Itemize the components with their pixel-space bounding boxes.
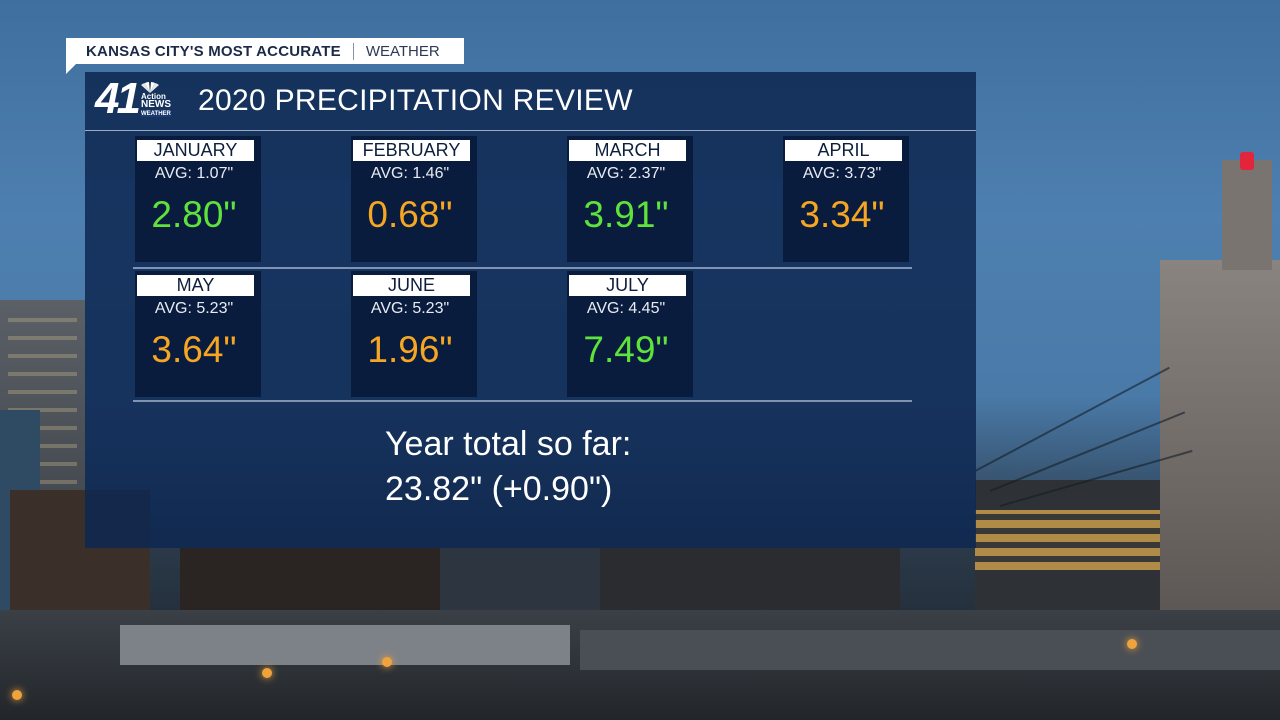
row-divider <box>133 267 912 269</box>
month-label: MARCH <box>569 140 686 161</box>
month-total: 2.80" <box>151 194 237 235</box>
month-average: AVG: 1.07" <box>154 165 234 182</box>
station-slogan: KANSAS CITY'S MOST ACCURATE <box>86 42 341 60</box>
precipitation-panel: 41 Action NEWS WEATHER 2020 PRECIPITATION… <box>85 72 976 548</box>
month-total: 1.96" <box>367 329 453 370</box>
row-divider <box>133 400 912 402</box>
tag-divider <box>352 42 354 60</box>
month-total: 7.49" <box>583 329 669 370</box>
month-card-january: JANUARY AVG: 1.07" 2.80" <box>135 136 261 262</box>
month-card-may: MAY AVG: 5.23" 3.64" <box>135 271 261 397</box>
tag-notch <box>66 64 76 74</box>
month-card-february: FEBRUARY AVG: 1.46" 0.68" <box>351 136 477 262</box>
year-total-label: Year total so far: <box>385 425 632 463</box>
month-card-july: JULY AVG: 4.45" 7.49" <box>567 271 693 397</box>
peacock-icon <box>141 82 159 93</box>
month-label: JULY <box>569 275 686 296</box>
month-average: AVG: 3.73" <box>802 165 882 182</box>
month-total: 3.64" <box>151 329 237 370</box>
month-card-march: MARCH AVG: 2.37" 3.91" <box>567 136 693 262</box>
month-label: MAY <box>137 275 254 296</box>
month-average: AVG: 1.46" <box>370 165 450 182</box>
month-average: AVG: 4.45" <box>586 300 666 317</box>
month-total: 3.91" <box>583 194 669 235</box>
month-card-april: APRIL AVG: 3.73" 3.34" <box>783 136 909 262</box>
logo-weather: WEATHER <box>141 111 171 117</box>
section-label: WEATHER <box>365 42 440 60</box>
month-total: 0.68" <box>367 194 453 235</box>
panel-header: 41 Action NEWS WEATHER 2020 PRECIPITATION… <box>85 72 976 131</box>
month-label: JUNE <box>353 275 470 296</box>
month-label: FEBRUARY <box>353 140 470 161</box>
month-average: AVG: 5.23" <box>154 300 234 317</box>
logo-number: 41 <box>95 74 141 123</box>
year-total-value: 23.82" (+0.90") <box>385 470 613 508</box>
month-average: AVG: 5.23" <box>370 300 450 317</box>
logo-text: Action NEWS <box>141 92 171 110</box>
month-card-june: JUNE AVG: 5.23" 1.96" <box>351 271 477 397</box>
month-label: JANUARY <box>137 140 254 161</box>
station-logo: 41 Action NEWS WEATHER <box>95 74 181 124</box>
month-label: APRIL <box>785 140 902 161</box>
year-total: Year total so far: 23.82" (+0.90") <box>385 422 631 512</box>
month-average: AVG: 2.37" <box>586 165 666 182</box>
month-total: 3.34" <box>799 194 885 235</box>
header-tag: KANSAS CITY'S MOST ACCURATE WEATHER <box>66 38 464 64</box>
page-title: 2020 PRECIPITATION REVIEW <box>198 84 633 117</box>
